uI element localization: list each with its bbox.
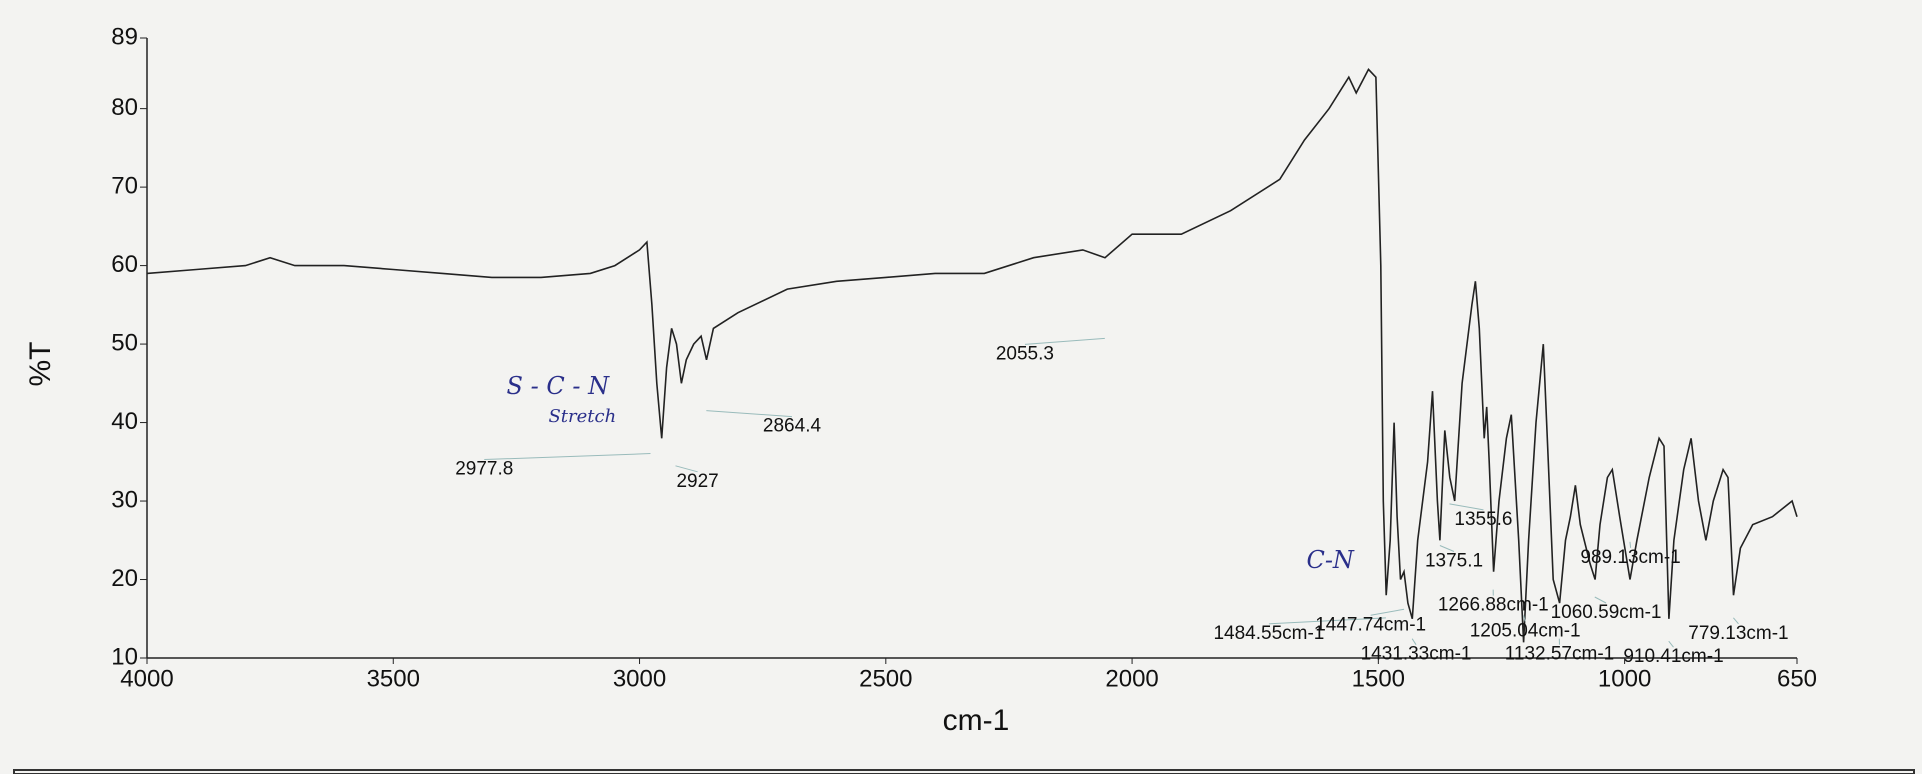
- annotation-leader: [1024, 337, 1105, 345]
- annotation-label: 2977.8: [455, 459, 513, 480]
- annotation-leader: [1594, 596, 1607, 604]
- annotation-label: 1447.74cm-1: [1315, 614, 1426, 635]
- y-tick-label: 60: [111, 251, 138, 278]
- annotation-leader: [1733, 617, 1739, 625]
- handwritten-note: S - C - N: [507, 372, 611, 400]
- y-tick-label: 20: [111, 565, 138, 592]
- annotation-label: 2864.4: [763, 416, 822, 437]
- annotation-label: 1375.1: [1425, 551, 1483, 572]
- annotation-label: 1355.6: [1454, 509, 1512, 530]
- x-tick-label: 4000: [120, 665, 173, 692]
- y-axis-label: %T: [24, 342, 57, 387]
- annotation-leader: [1449, 503, 1484, 511]
- annotation-label: 1060.59cm-1: [1551, 602, 1662, 623]
- annotation-label: 910.41cm-1: [1623, 646, 1723, 667]
- spectrum-line: [146, 68, 1798, 643]
- annotation-leader: [1370, 608, 1405, 616]
- handwritten-note: Stretch: [548, 406, 616, 427]
- annotation-leader: [1629, 541, 1632, 548]
- annotation-leader: [1439, 545, 1455, 552]
- annotation-leader: [706, 410, 793, 418]
- x-tick-label: 1500: [1352, 665, 1405, 692]
- annotation-label: 779.13cm-1: [1688, 623, 1788, 644]
- annotation-label: 2055.3: [996, 343, 1054, 364]
- x-tick-label: 2000: [1105, 665, 1158, 692]
- annotation-leader: [675, 465, 698, 473]
- y-tick-label: 40: [111, 408, 138, 435]
- annotation-label: 1484.55cm-1: [1213, 623, 1324, 644]
- annotation-label: 1205.04cm-1: [1470, 620, 1581, 641]
- handwritten-note: C-N: [1306, 546, 1354, 574]
- x-tick-label: 1000: [1598, 665, 1651, 692]
- x-tick-label: 3000: [613, 665, 666, 692]
- annotation-leader: [484, 453, 651, 461]
- annotation-leader: [1411, 638, 1417, 645]
- annotation-label: 1132.57cm-1: [1505, 644, 1615, 665]
- y-tick-label: 89: [111, 23, 138, 50]
- x-axis-label: cm-1: [943, 704, 1010, 737]
- annotation-label: 2927: [676, 471, 718, 492]
- annotation-leader: [1523, 615, 1526, 622]
- annotation-label: 989.13cm-1: [1580, 547, 1680, 568]
- x-tick-label: 3500: [367, 665, 420, 692]
- y-tick-label: 30: [111, 486, 138, 513]
- annotation-label: 1266.88cm-1: [1438, 595, 1549, 616]
- annotation-leader: [1668, 640, 1674, 648]
- y-tick-label: 70: [111, 172, 138, 199]
- y-tick-label: 10: [111, 643, 138, 670]
- y-tick-label: 80: [111, 94, 138, 121]
- annotation-label: 1431.33cm-1: [1361, 644, 1472, 665]
- annotation-leader: [1268, 617, 1386, 625]
- x-tick-label: 2500: [859, 665, 912, 692]
- y-tick-label: 50: [111, 329, 138, 356]
- x-tick-label: 650: [1777, 665, 1817, 692]
